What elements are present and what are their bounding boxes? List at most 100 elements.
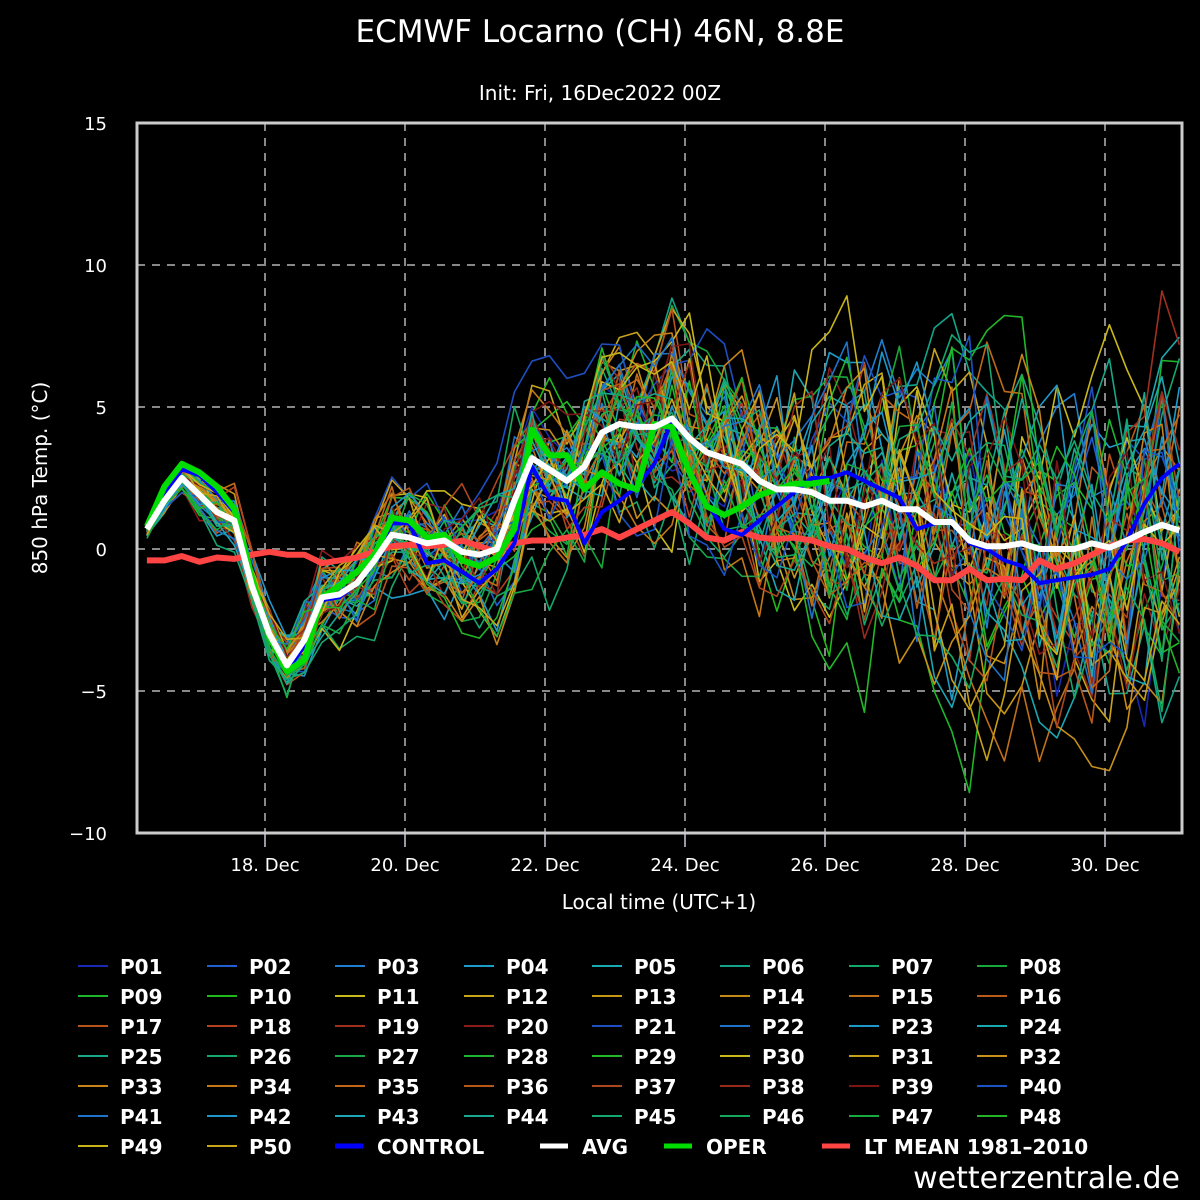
y-tick-label: 10 xyxy=(84,256,107,277)
legend-label: P31 xyxy=(891,1045,934,1069)
legend-label: P45 xyxy=(634,1105,677,1129)
legend-label: P11 xyxy=(377,985,420,1009)
legend-label: P39 xyxy=(891,1075,934,1099)
legend-item-p18: P18 xyxy=(207,1015,292,1039)
y-tick-label: 15 xyxy=(84,114,107,135)
legend-item-p02: P02 xyxy=(207,955,292,979)
legend-label: P25 xyxy=(120,1045,163,1069)
legend-item-p32: P32 xyxy=(977,1045,1062,1069)
legend-item-p09: P09 xyxy=(78,985,163,1009)
legend-item-p07: P07 xyxy=(849,955,934,979)
legend-label: P08 xyxy=(1019,955,1062,979)
legend-label: P19 xyxy=(377,1015,420,1039)
legend-item-p23: P23 xyxy=(849,1015,934,1039)
y-tick-label: 5 xyxy=(96,398,107,419)
legend: P01 P02 P03 P04 P05 P06 P07 P08 P09 P10 P11 P12 P13 P… xyxy=(78,955,1088,1159)
legend-label: P14 xyxy=(762,985,805,1009)
legend-label: P29 xyxy=(634,1045,677,1069)
legend-item-p24: P24 xyxy=(977,1015,1062,1039)
legend-item-p12: P12 xyxy=(464,985,549,1009)
legend-label: P03 xyxy=(377,955,420,979)
member-line-p42 xyxy=(146,405,1181,663)
plot-frame xyxy=(135,121,1184,835)
legend-item-p43: P43 xyxy=(335,1105,420,1129)
x-axis-ticks: 18. Dec 20. Dec 22. Dec 24. Dec 26. Dec 28. D… xyxy=(230,833,1140,876)
y-tick-label: −5 xyxy=(80,682,107,703)
legend-item-p42: P42 xyxy=(207,1105,292,1129)
x-tick-label: 30. Dec xyxy=(1070,855,1139,876)
legend-label: CONTROL xyxy=(377,1135,484,1159)
legend-label: P36 xyxy=(506,1075,549,1099)
legend-item-p03: P03 xyxy=(335,955,420,979)
lt-mean-line xyxy=(146,509,1181,584)
legend-item-p48: P48 xyxy=(977,1105,1062,1129)
branding-text: wetterzentrale.de xyxy=(913,1161,1180,1196)
legend-label: P28 xyxy=(506,1045,549,1069)
legend-label: P15 xyxy=(891,985,934,1009)
legend-item-p47: P47 xyxy=(849,1105,934,1129)
legend-item-p08: P08 xyxy=(977,955,1062,979)
legend-item-p06: P06 xyxy=(720,955,805,979)
legend-item-p05: P05 xyxy=(592,955,677,979)
x-tick-label: 20. Dec xyxy=(370,855,439,876)
legend-item-oper: OPER xyxy=(664,1135,767,1159)
legend-label: P42 xyxy=(249,1105,292,1129)
legend-item-p29: P29 xyxy=(592,1045,677,1069)
legend-item-p50: P50 xyxy=(207,1135,292,1159)
legend-item-p26: P26 xyxy=(207,1045,292,1069)
x-axis-label: Local time (UTC+1) xyxy=(562,890,756,914)
x-tick-label: 24. Dec xyxy=(650,855,719,876)
legend-item-p38: P38 xyxy=(720,1075,805,1099)
legend-item-p46: P46 xyxy=(720,1105,805,1129)
legend-item-p41: P41 xyxy=(78,1105,163,1129)
legend-label: P13 xyxy=(634,985,677,1009)
legend-label: P41 xyxy=(120,1105,163,1129)
legend-label: P46 xyxy=(762,1105,805,1129)
legend-item-lt-mean-1981-2010: LT MEAN 1981–2010 xyxy=(822,1135,1088,1159)
legend-item-p34: P34 xyxy=(207,1075,292,1099)
member-line-p06 xyxy=(146,297,1181,724)
legend-item-control: CONTROL xyxy=(335,1135,484,1159)
legend-label: P34 xyxy=(249,1075,292,1099)
legend-label: P44 xyxy=(506,1105,549,1129)
legend-item-p21: P21 xyxy=(592,1015,677,1039)
legend-item-p17: P17 xyxy=(78,1015,163,1039)
legend-label: P33 xyxy=(120,1075,163,1099)
legend-item-p11: P11 xyxy=(335,985,420,1009)
chart-title: ECMWF Locarno (CH) 46N, 8.8E xyxy=(356,14,845,50)
legend-item-p15: P15 xyxy=(849,985,934,1009)
legend-label: P20 xyxy=(506,1015,549,1039)
avg-line xyxy=(144,415,1181,669)
legend-label: P50 xyxy=(249,1135,292,1159)
legend-item-p33: P33 xyxy=(78,1075,163,1099)
legend-label: OPER xyxy=(706,1135,767,1159)
legend-label: P27 xyxy=(377,1045,420,1069)
y-tick-label: −10 xyxy=(69,824,107,845)
legend-item-p20: P20 xyxy=(464,1015,549,1039)
legend-label: P48 xyxy=(1019,1105,1062,1129)
legend-item-p35: P35 xyxy=(335,1075,420,1099)
legend-item-p19: P19 xyxy=(335,1015,420,1039)
chart-subtitle: Init: Fri, 16Dec2022 00Z xyxy=(479,81,721,105)
legend-label: LT MEAN 1981–2010 xyxy=(864,1135,1088,1159)
legend-label: P04 xyxy=(506,955,549,979)
legend-item-p13: P13 xyxy=(592,985,677,1009)
legend-label: P43 xyxy=(377,1105,420,1129)
legend-label: P38 xyxy=(762,1075,805,1099)
legend-label: P21 xyxy=(634,1015,677,1039)
legend-item-p04: P04 xyxy=(464,955,549,979)
legend-label: AVG xyxy=(582,1135,628,1159)
legend-item-p31: P31 xyxy=(849,1045,934,1069)
legend-label: P07 xyxy=(891,955,934,979)
legend-label: P12 xyxy=(506,985,549,1009)
legend-item-p27: P27 xyxy=(335,1045,420,1069)
y-tick-label: 0 xyxy=(96,540,107,561)
legend-item-p10: P10 xyxy=(207,985,292,1009)
member-line-p45 xyxy=(146,333,1181,681)
legend-item-p01: P01 xyxy=(78,955,163,979)
legend-label: P02 xyxy=(249,955,292,979)
legend-label: P16 xyxy=(1019,985,1062,1009)
legend-label: P37 xyxy=(634,1075,677,1099)
legend-item-p14: P14 xyxy=(720,985,805,1009)
legend-label: P22 xyxy=(762,1015,805,1039)
